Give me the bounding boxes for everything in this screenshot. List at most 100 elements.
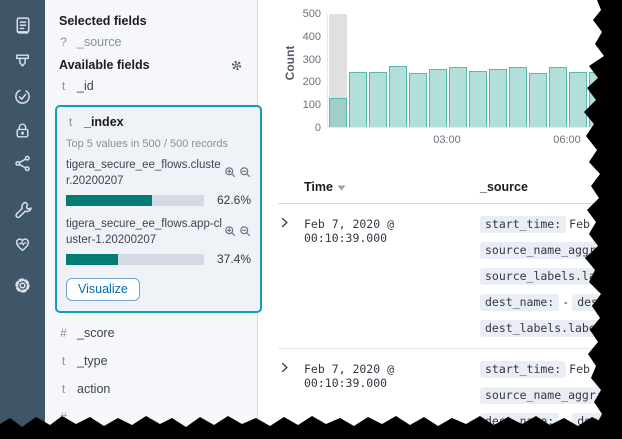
available-fields-heading: Available fields	[59, 58, 150, 72]
value-percent-label: 37.4%	[216, 252, 251, 267]
source-cell: start_time: Feb 7, source_name_aggr: dest_n…	[480, 356, 622, 439]
filter-for-value-icon[interactable]	[224, 224, 236, 242]
field-name-badge: dest_name:	[480, 412, 560, 430]
table-row: Feb 7, 2020 @ 00:10:39.000 start_time: Feb…	[278, 204, 622, 349]
source-column-header[interactable]: _source	[480, 179, 528, 194]
histogram-bar[interactable]	[529, 73, 547, 127]
field-item-_id[interactable]: t _id	[59, 72, 249, 100]
field-value-text: -	[562, 413, 570, 428]
field-type-glyph: ?	[60, 35, 67, 49]
documents-table: Time _source Feb 7, 2020 @ 00:10:39.000 s…	[278, 170, 622, 439]
field-top-values-summary: Top 5 values in 500 / 500 records	[66, 138, 229, 150]
x-tick-label: 03:00	[433, 134, 461, 146]
field-name-badge: dest_labels.labels	[480, 319, 615, 337]
graph-icon[interactable]	[12, 153, 33, 174]
filter-out-value-icon[interactable]	[239, 165, 251, 183]
field-name: _source	[77, 35, 122, 49]
app-nav	[0, 0, 45, 439]
expand-row-chevron-icon[interactable]	[278, 211, 304, 234]
field-value-text: Feb 7	[569, 216, 604, 231]
logs-icon[interactable]	[12, 15, 33, 36]
field-name-badge: start_time:	[480, 215, 567, 233]
table-rows: Feb 7, 2020 @ 00:10:39.000 start_time: Feb…	[278, 204, 622, 439]
histogram-bar[interactable]	[409, 73, 427, 127]
fields-sidebar: Selected fields ? _source Available field…	[45, 0, 262, 439]
field-item-action[interactable]: t action	[59, 375, 249, 403]
source-line: start_time: Feb 7,	[480, 356, 622, 382]
y-tick-label: 100	[302, 99, 321, 112]
top-value-2: tigera_secure_ee_flows.app-cluster-1.202…	[66, 216, 251, 266]
histogram-bar[interactable]	[389, 65, 407, 127]
histogram-bar[interactable]	[549, 66, 567, 127]
field-type-glyph: t	[68, 115, 73, 129]
field-name-badge: source_name_aggr:	[480, 386, 608, 404]
field-name: action	[77, 382, 111, 397]
value-percent-bar: 37.4%	[66, 252, 251, 266]
field-settings-gear-icon[interactable]	[230, 59, 243, 72]
value-percent-bar: 62.6%	[66, 193, 251, 207]
expand-row-chevron-icon[interactable]	[278, 356, 304, 379]
gear-icon[interactable]	[12, 275, 33, 296]
table-header-row: Time _source	[278, 170, 622, 204]
field-details-popover: t _index Top 5 values in 500 / 500 recor…	[55, 105, 262, 314]
field-item-_type[interactable]: t _type	[59, 347, 249, 375]
value-filter-buttons	[224, 157, 251, 183]
available-fields-list-bottom: # _score t _type t action #	[59, 319, 249, 431]
source-cell: start_time: Feb 7 source_name_aggr: source_…	[480, 211, 622, 341]
progress-track	[66, 194, 204, 206]
source-line: source_name_aggr:	[480, 382, 622, 408]
visualize-button[interactable]: Visualize	[66, 278, 140, 302]
y-tick-label: 0	[314, 122, 321, 134]
heartbeat-icon[interactable]	[12, 233, 33, 254]
y-tick-label: 200	[302, 76, 321, 89]
source-line: dest_name: - dest	[480, 289, 622, 315]
field-name: _id	[77, 79, 94, 93]
top-value-row: tigera_secure_ee_flows.cluster.20200207	[66, 157, 251, 189]
field-name-badge: source_name_aggr:	[480, 241, 608, 259]
wrench-icon[interactable]	[12, 199, 33, 220]
value-percent-label: 62.6%	[216, 193, 251, 208]
field-value-text: -	[562, 294, 570, 309]
field-name-badge: dest_name:	[480, 293, 560, 311]
histogram-bar[interactable]	[569, 71, 587, 127]
field-name-badge: start_time:	[480, 360, 567, 378]
field-item-partial[interactable]: #	[59, 403, 249, 431]
value-filter-buttons	[224, 216, 251, 242]
histogram-bar[interactable]	[429, 69, 447, 127]
top-value-label: tigera_secure_ee_flows.cluster.20200207	[66, 159, 221, 188]
pipelines-icon[interactable]	[12, 51, 33, 72]
histogram-chart: Count 0 100 200 300 400 500 03:00 06:00	[258, 0, 622, 152]
field-details-header: t _index	[66, 115, 251, 129]
field-type-glyph: #	[60, 410, 67, 425]
available-fields-list-top: t _id	[59, 72, 249, 100]
lock-icon[interactable]	[12, 120, 33, 141]
histogram-bar[interactable]	[469, 70, 487, 127]
histogram-bar[interactable]	[329, 98, 347, 127]
time-cell: Feb 7, 2020 @ 00:10:39.000	[304, 362, 395, 390]
uptime-icon[interactable]	[12, 86, 33, 107]
field-top-values-list: tigera_secure_ee_flows.cluster.20200207 6…	[66, 157, 251, 266]
time-cell: Feb 7, 2020 @ 00:10:39.000	[304, 217, 395, 245]
selected-fields-heading: Selected fields	[59, 14, 147, 28]
histogram-bar[interactable]	[449, 66, 467, 127]
filter-for-value-icon[interactable]	[224, 165, 236, 183]
field-type-glyph: t	[61, 382, 66, 397]
histogram-plot[interactable]	[327, 14, 607, 128]
field-item-_score[interactable]: # _score	[59, 319, 249, 347]
field-type-glyph: #	[60, 326, 67, 341]
field-item-_source[interactable]: ? _source	[59, 28, 249, 56]
selected-fields-list: ? _source	[59, 28, 249, 56]
top-value-1: tigera_secure_ee_flows.cluster.20200207 6…	[66, 157, 251, 207]
histogram-bar[interactable]	[369, 71, 387, 127]
field-details-name: _index	[84, 115, 124, 129]
top-value-label: tigera_secure_ee_flows.app-cluster-1.202…	[66, 218, 222, 247]
histogram-bar[interactable]	[589, 71, 607, 127]
filter-out-value-icon[interactable]	[239, 224, 251, 242]
histogram-bar[interactable]	[489, 69, 507, 127]
x-tick-label: 06:00	[553, 134, 581, 146]
field-type-glyph: t	[61, 79, 66, 93]
histogram-bar[interactable]	[349, 72, 367, 127]
time-column-header[interactable]: Time	[304, 178, 480, 196]
histogram-bar[interactable]	[509, 67, 527, 127]
y-tick-label: 400	[302, 30, 321, 43]
